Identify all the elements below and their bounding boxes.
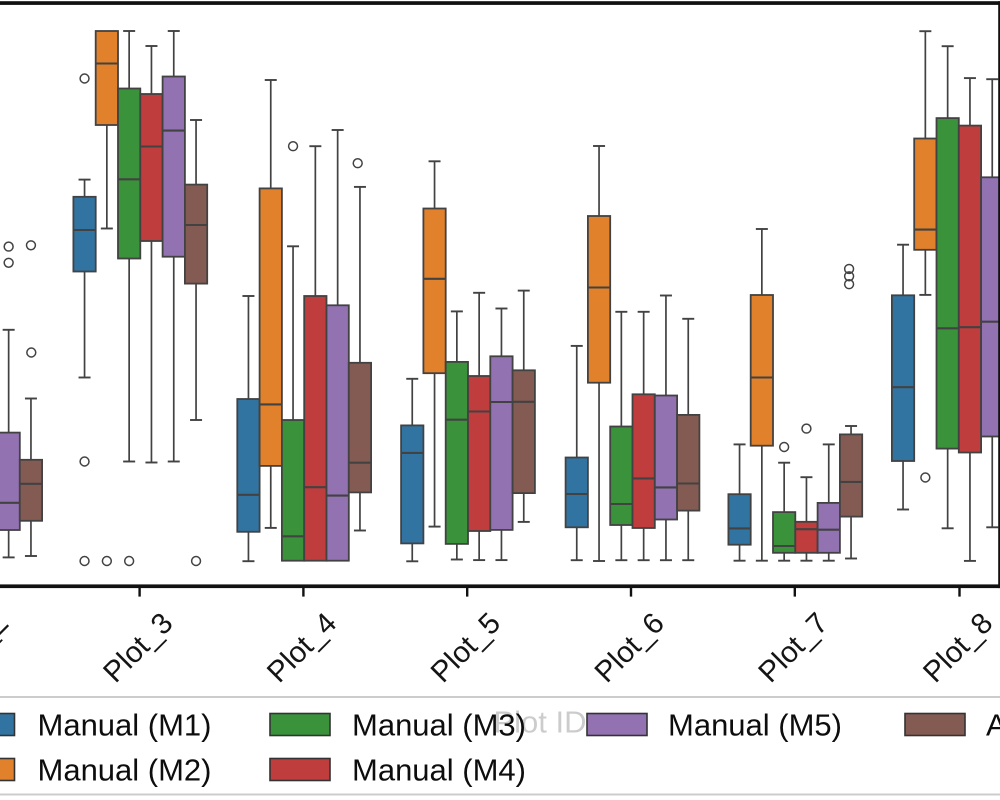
svg-text:Manual (M5): Manual (M5): [668, 708, 842, 743]
svg-text:Manual (M1): Manual (M1): [38, 708, 212, 743]
svg-text:Automated: Automated: [986, 708, 1000, 743]
svg-text:Manual (M4): Manual (M4): [352, 753, 526, 788]
svg-text:Manual (M3): Manual (M3): [352, 708, 526, 743]
svg-text:Manual (M2): Manual (M2): [38, 753, 212, 788]
